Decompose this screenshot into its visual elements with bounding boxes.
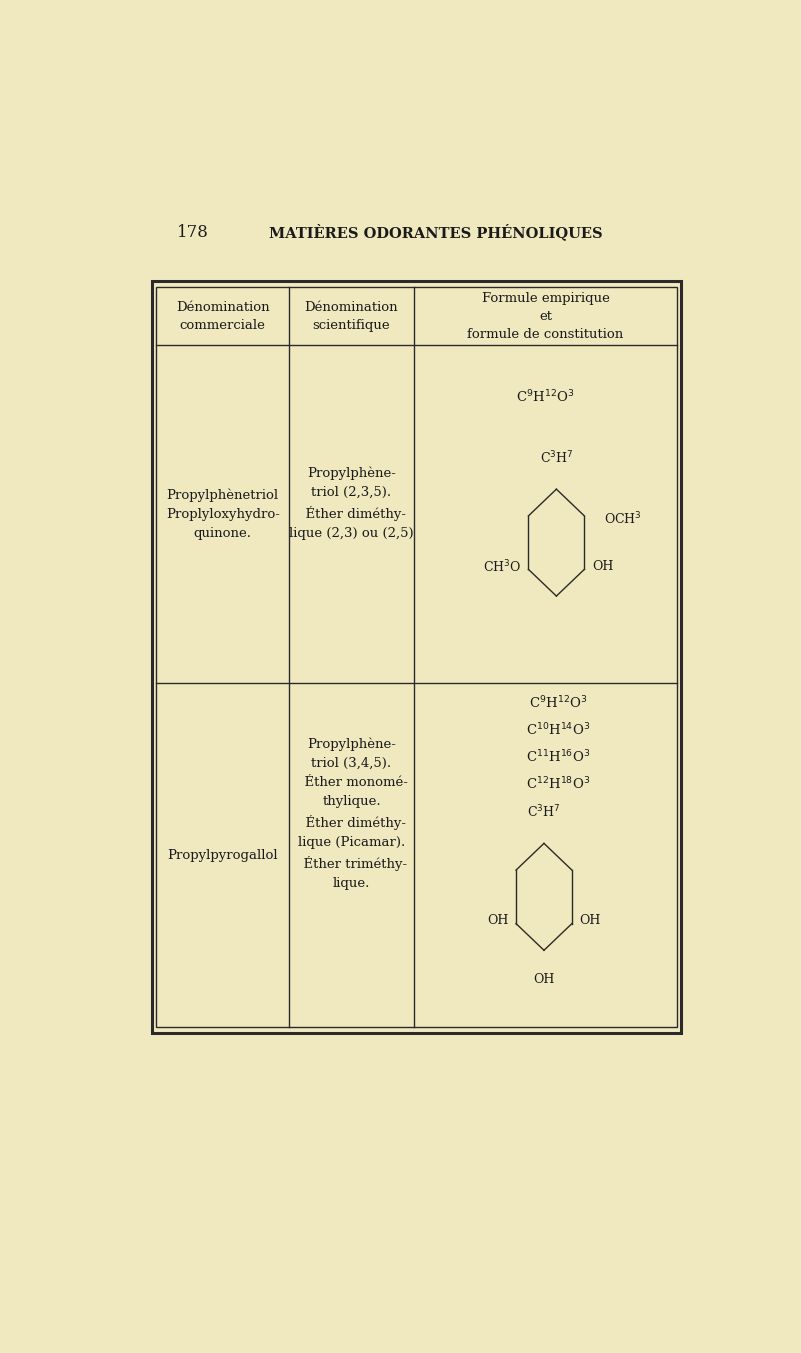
Text: C$^{11}$H$^{16}$O$^{3}$: C$^{11}$H$^{16}$O$^{3}$ <box>525 750 590 766</box>
Bar <box>152 281 681 1034</box>
Text: Propylphène-
triol (3,4,5).
  Éther monomé-
thylique.
  Éther diméthy-
lique (Pi: Propylphène- triol (3,4,5). Éther monomé… <box>296 737 408 890</box>
Text: OH: OH <box>592 560 613 574</box>
Text: Dénomination
scientifique: Dénomination scientifique <box>304 300 398 331</box>
Text: MATIÈRES ODORANTES PHÉNOLIQUES: MATIÈRES ODORANTES PHÉNOLIQUES <box>268 223 602 241</box>
Text: Propylphènetriol
Proplyloxyhydro-
quinone.: Propylphènetriol Proplyloxyhydro- quinon… <box>166 488 280 540</box>
Text: C$^{9}$H$^{12}$O$^{3}$: C$^{9}$H$^{12}$O$^{3}$ <box>529 694 587 712</box>
Text: C$^{3}$H$^{7}$: C$^{3}$H$^{7}$ <box>540 449 574 467</box>
Text: C$^{10}$H$^{14}$O$^{3}$: C$^{10}$H$^{14}$O$^{3}$ <box>525 723 590 739</box>
Bar <box>156 287 678 1027</box>
Text: OH: OH <box>533 973 554 986</box>
Text: Propylpyrogallol: Propylpyrogallol <box>167 848 278 862</box>
Text: C$^{3}$H$^{7}$: C$^{3}$H$^{7}$ <box>527 804 561 820</box>
Text: Propylphène-
triol (2,3,5).
  Éther diméthy-
lique (2,3) ou (2,5): Propylphène- triol (2,3,5). Éther diméth… <box>289 467 414 540</box>
Text: OH: OH <box>487 915 509 927</box>
Text: OCH$^{3}$: OCH$^{3}$ <box>604 510 642 526</box>
Text: OH: OH <box>579 915 601 927</box>
Text: Dénomination
commerciale: Dénomination commerciale <box>176 300 270 331</box>
Text: CH$^{3}$O: CH$^{3}$O <box>483 559 521 575</box>
Text: 178: 178 <box>177 223 209 241</box>
Text: Formule empirique
et
formule de constitution: Formule empirique et formule de constitu… <box>468 291 624 341</box>
Text: C$^{12}$H$^{18}$O$^{3}$: C$^{12}$H$^{18}$O$^{3}$ <box>525 777 590 793</box>
Text: C$^{9}$H$^{12}$O$^{3}$: C$^{9}$H$^{12}$O$^{3}$ <box>517 388 575 405</box>
